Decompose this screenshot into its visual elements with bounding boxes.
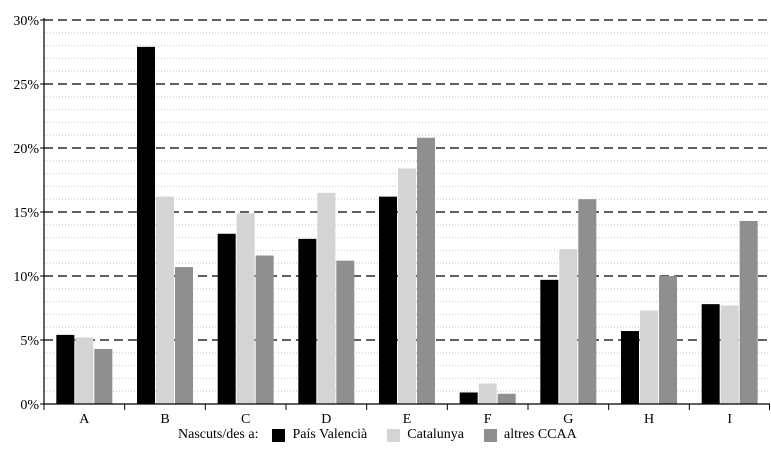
- y-tick-label: 5%: [20, 334, 39, 349]
- legend-item-altres-ccaa: altres CCAA: [484, 427, 577, 443]
- bar-c-2: [236, 213, 255, 404]
- bar-e-1: [379, 196, 397, 404]
- bar-d-2: [317, 192, 336, 404]
- legend-label-pais-valencia: País Valencià: [292, 427, 368, 442]
- bar-b-1: [137, 46, 155, 404]
- legend-label-altres-ccaa: altres CCAA: [504, 427, 577, 442]
- bar-a-2: [75, 337, 94, 404]
- y-tick-label: 0%: [20, 398, 39, 413]
- bar-f-3: [497, 393, 516, 404]
- x-tick-label: A: [79, 412, 90, 427]
- legend-label-catalunya: Catalunya: [407, 427, 465, 442]
- bar-a-3: [94, 348, 113, 404]
- legend-title: Nascuts/des a:: [178, 427, 259, 442]
- legend-swatch-catalunya: [387, 428, 401, 442]
- bar-i-2: [720, 305, 739, 404]
- legend: Nascuts/des a: País Valencià Catalunya a…: [178, 426, 678, 444]
- bar-g-1: [540, 279, 559, 404]
- x-tick-label: C: [241, 412, 250, 427]
- bars: [56, 46, 758, 404]
- legend-swatch-pais-valencia: [272, 428, 286, 442]
- bar-e-3: [417, 137, 435, 404]
- x-tick-label: B: [160, 412, 169, 427]
- legend-swatch-altres-ccaa: [484, 428, 498, 442]
- legend-item-pais-valencia: País Valencià: [272, 427, 367, 443]
- y-tick-label: 10%: [13, 270, 39, 285]
- x-tick-label: G: [563, 412, 573, 427]
- legend-item-catalunya: Catalunya: [387, 427, 464, 443]
- bar-h-3: [659, 276, 677, 404]
- x-tick-label: E: [403, 412, 412, 427]
- y-tick-label: 20%: [13, 142, 39, 157]
- y-tick-label: 30%: [13, 14, 39, 29]
- x-tick-label: D: [321, 412, 331, 427]
- bar-i-3: [739, 220, 758, 404]
- bar-b-2: [156, 196, 174, 404]
- bar-e-2: [398, 168, 416, 404]
- bar-f-2: [478, 383, 497, 404]
- y-tick-labels: 0% 5% 10% 15% 20% 25% 30%: [13, 14, 39, 413]
- bar-h-2: [640, 310, 658, 404]
- bar-i-1: [701, 304, 720, 404]
- bar-c-1: [217, 233, 236, 404]
- bar-d-1: [298, 238, 317, 404]
- axes: [40, 18, 770, 410]
- bar-d-3: [336, 260, 355, 404]
- bar-f-1: [459, 392, 478, 404]
- x-tick-label: I: [727, 412, 732, 427]
- x-tick-label: H: [644, 412, 654, 427]
- bar-a-1: [56, 334, 75, 404]
- bar-c-3: [255, 255, 274, 404]
- bar-g-2: [559, 249, 578, 404]
- y-tick-label: 15%: [13, 206, 39, 221]
- x-tick-label: F: [484, 412, 492, 427]
- y-tick-label: 25%: [13, 78, 39, 93]
- bar-b-3: [175, 267, 193, 404]
- bar-h-1: [621, 331, 639, 404]
- bar-g-3: [578, 199, 597, 404]
- x-tick-labels: A B C D E F G H I: [79, 412, 732, 427]
